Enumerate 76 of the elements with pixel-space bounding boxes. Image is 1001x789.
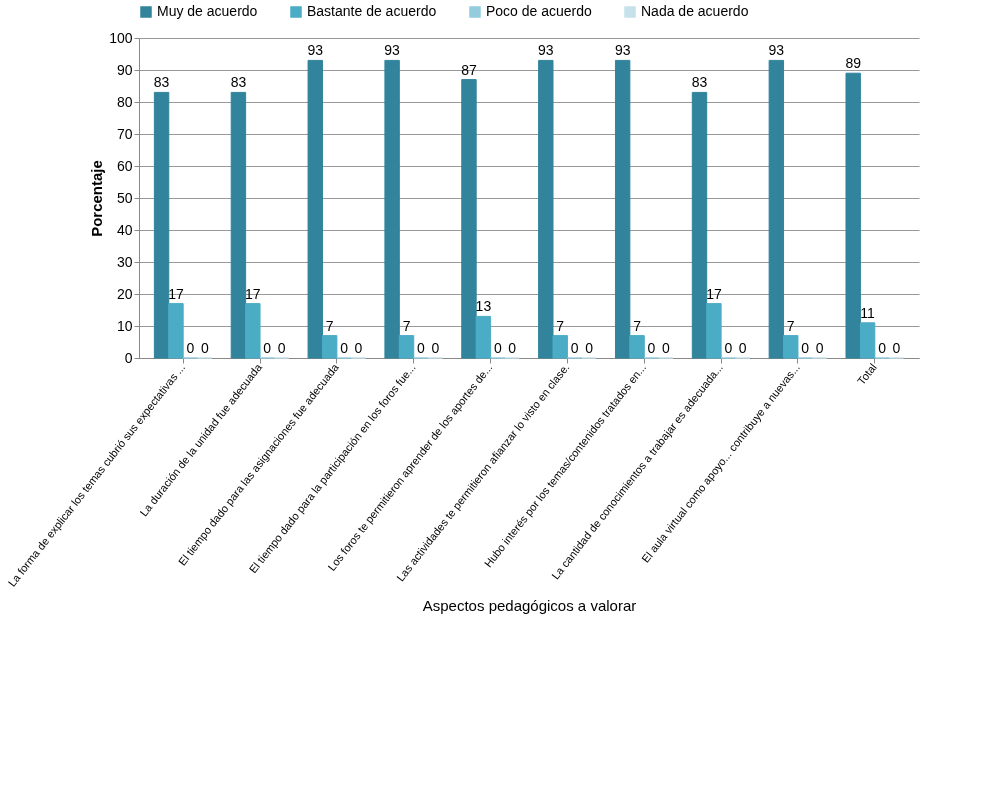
data-label: 93 bbox=[307, 42, 324, 59]
bar bbox=[168, 303, 184, 359]
legend-label: Bastante de acuerdo bbox=[307, 3, 437, 19]
bar bbox=[614, 59, 631, 359]
bar bbox=[538, 59, 554, 359]
legend-label: Muy de acuerdo bbox=[157, 3, 258, 19]
data-label: 83 bbox=[153, 74, 170, 91]
data-label: 0 bbox=[354, 340, 363, 356]
data-label: 93 bbox=[538, 42, 554, 59]
data-label: 0 bbox=[585, 340, 594, 356]
data-label: 17 bbox=[168, 285, 184, 302]
data-label: 17 bbox=[245, 285, 261, 302]
bar bbox=[398, 335, 415, 359]
y-tick-label: 10 bbox=[116, 317, 133, 334]
data-label: 87 bbox=[461, 61, 477, 78]
data-label: 0 bbox=[815, 340, 824, 356]
y-tick-label: 0 bbox=[124, 349, 133, 366]
data-label: 0 bbox=[431, 340, 440, 356]
data-label: 93 bbox=[384, 42, 401, 59]
data-label: 7 bbox=[633, 317, 642, 334]
data-label: 0 bbox=[878, 340, 887, 356]
y-tick-label: 90 bbox=[116, 61, 133, 78]
bar bbox=[475, 315, 492, 359]
data-label: 93 bbox=[614, 42, 631, 59]
bar bbox=[384, 59, 400, 359]
data-label: 0 bbox=[263, 340, 272, 356]
data-label: 0 bbox=[661, 340, 670, 356]
bar bbox=[230, 91, 247, 359]
y-tick-label: 40 bbox=[116, 221, 133, 238]
data-label: 17 bbox=[706, 285, 722, 302]
data-label: 0 bbox=[340, 340, 349, 356]
bar bbox=[307, 59, 323, 359]
data-label: 0 bbox=[417, 340, 426, 356]
data-label: 0 bbox=[570, 340, 579, 356]
legend-label: Poco de acuerdo bbox=[486, 3, 593, 19]
data-label: 7 bbox=[786, 317, 795, 334]
bar bbox=[245, 303, 261, 359]
bar bbox=[768, 59, 785, 359]
legend-label: Nada de acuerdo bbox=[641, 3, 749, 19]
y-tick-label: 70 bbox=[116, 125, 133, 142]
y-tick-label: 30 bbox=[116, 253, 133, 270]
data-label: 0 bbox=[892, 340, 901, 356]
data-label: 0 bbox=[508, 340, 517, 356]
y-tick-label: 50 bbox=[116, 189, 133, 206]
bar bbox=[859, 322, 876, 359]
bar bbox=[552, 335, 568, 359]
y-tick-label: 20 bbox=[116, 285, 133, 302]
bar bbox=[706, 303, 722, 359]
bar bbox=[153, 91, 170, 359]
bar bbox=[321, 335, 338, 359]
data-label: 0 bbox=[200, 340, 209, 356]
y-tick-label: 80 bbox=[116, 93, 133, 110]
data-label: 83 bbox=[230, 74, 247, 91]
data-label: 0 bbox=[738, 340, 747, 356]
bar bbox=[629, 335, 645, 359]
bar bbox=[691, 91, 708, 359]
data-label: 7 bbox=[556, 317, 565, 334]
bar bbox=[845, 72, 861, 359]
data-label: 0 bbox=[186, 340, 195, 356]
data-label: 7 bbox=[402, 317, 411, 334]
y-tick-label: 60 bbox=[116, 157, 133, 174]
bar bbox=[461, 79, 477, 359]
data-label: 7 bbox=[325, 317, 334, 334]
data-label: 0 bbox=[277, 340, 286, 356]
bar bbox=[783, 335, 799, 359]
y-tick-label: 100 bbox=[109, 29, 133, 46]
data-label: 0 bbox=[493, 340, 502, 356]
data-label: 0 bbox=[724, 340, 733, 356]
data-label: 0 bbox=[647, 340, 656, 356]
data-label: 83 bbox=[691, 74, 708, 91]
data-label: 0 bbox=[801, 340, 810, 356]
data-label: 93 bbox=[768, 42, 785, 59]
x-axis-title: Aspectos pedagógicos a valorar bbox=[422, 596, 637, 614]
data-label: 89 bbox=[845, 55, 862, 72]
data-label: 11 bbox=[860, 304, 876, 321]
y-axis-title: Porcentaje bbox=[88, 160, 106, 237]
